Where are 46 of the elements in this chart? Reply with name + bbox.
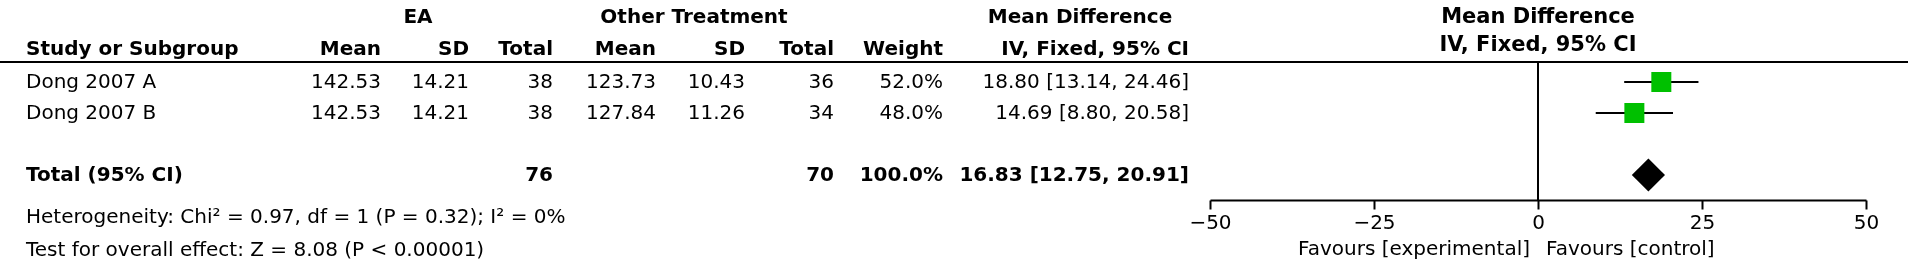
text: Weight xyxy=(863,36,944,60)
category-label: Dong 2007 A xyxy=(26,69,157,93)
text: SD xyxy=(713,36,745,60)
data-label: 142.53 xyxy=(311,100,381,124)
text: Mean xyxy=(319,36,381,60)
text: Heterogeneity: Chi² = 0.97, df = 1 (P = 0.32); I² = 0% xyxy=(26,204,566,228)
x-tick-label: 0 xyxy=(1532,209,1545,234)
chart-title: Mean Difference xyxy=(1441,4,1635,28)
data-label: 11.26 xyxy=(687,100,745,124)
data-label: 70 xyxy=(806,162,834,186)
data-label: 38 xyxy=(527,100,553,124)
category-label: Dong 2007 B xyxy=(26,100,157,124)
data-label: 18.80 [13.14, 24.46] xyxy=(982,69,1189,93)
data-label: 123.73 xyxy=(586,69,656,93)
data-label: 38 xyxy=(527,69,553,93)
text: Favours [control] xyxy=(1546,236,1715,260)
text: SD xyxy=(437,36,469,60)
text: Favours [experimental] xyxy=(1298,236,1530,260)
x-tick-label: 50 xyxy=(1853,209,1880,234)
data-label: 14.21 xyxy=(411,69,469,93)
text: Mean Difference xyxy=(987,4,1173,28)
text: Other Treatment xyxy=(600,4,789,28)
text: Total xyxy=(498,36,553,60)
category-label: Total (95% CI) xyxy=(26,162,183,186)
x-tick-label: 25 xyxy=(1689,209,1716,234)
text: EA xyxy=(403,4,434,28)
data-label: 16.83 [12.75, 20.91] xyxy=(959,162,1189,186)
x-tick-label: −25 xyxy=(1353,209,1396,234)
data-label: 100.0% xyxy=(859,162,943,186)
data-label: 34 xyxy=(808,100,834,124)
data-label: 14.21 xyxy=(411,100,469,124)
text: Test for overall effect: Z = 8.08 (P < 0.00001) xyxy=(25,237,485,261)
data-label: 10.43 xyxy=(687,69,745,93)
text: Mean xyxy=(594,36,656,60)
data-label: 127.84 xyxy=(586,100,656,124)
data-label: 14.69 [8.80, 20.58] xyxy=(995,100,1189,124)
data-label: 48.0% xyxy=(879,100,943,124)
text: Total xyxy=(779,36,834,60)
text: IV, Fixed, 95% CI xyxy=(1001,36,1189,60)
data-label: 142.53 xyxy=(311,69,381,93)
x-tick-label: −50 xyxy=(1189,209,1232,234)
data-label: 36 xyxy=(808,69,834,93)
text: Study or Subgroup xyxy=(26,36,239,60)
data-label: 76 xyxy=(525,162,553,186)
data-label: 52.0% xyxy=(879,69,943,93)
chart-subtitle: IV, Fixed, 95% CI xyxy=(1439,32,1637,56)
